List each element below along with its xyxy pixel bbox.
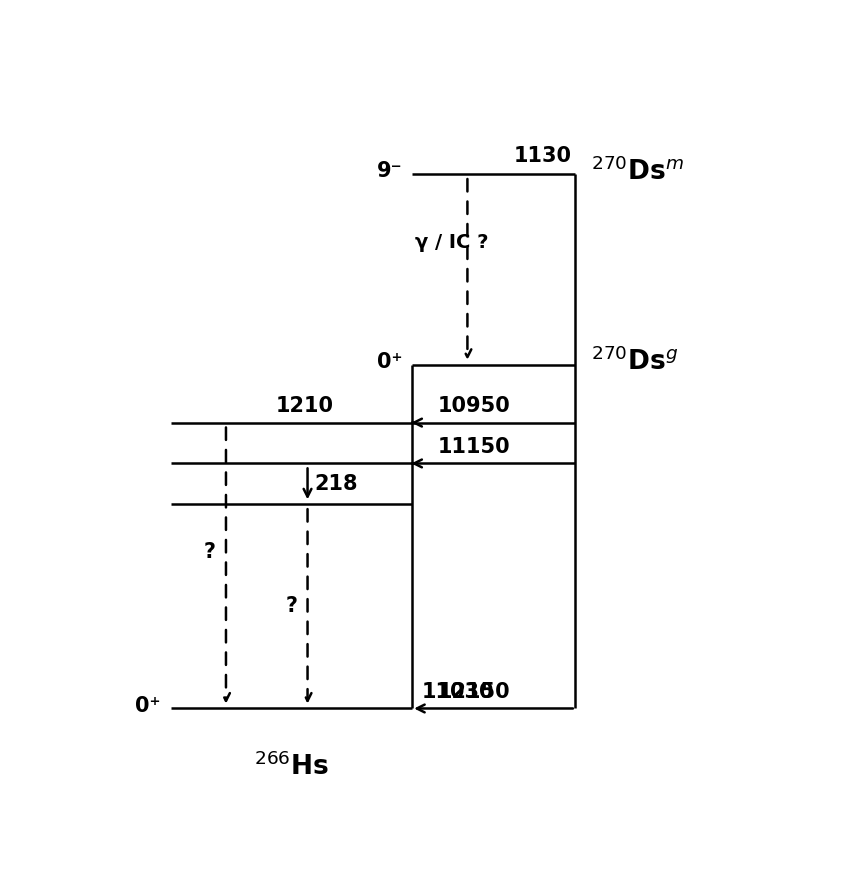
- Text: $^{270}$$\mathbf{Ds}^m$: $^{270}$$\mathbf{Ds}^m$: [591, 157, 685, 186]
- Text: γ / IC ?: γ / IC ?: [415, 232, 488, 252]
- Text: 11150: 11150: [438, 437, 511, 457]
- Text: ?: ?: [285, 597, 297, 616]
- Text: 12150: 12150: [438, 682, 511, 702]
- Text: 1210: 1210: [275, 396, 333, 415]
- Text: 0⁺: 0⁺: [136, 696, 161, 716]
- Text: 218: 218: [314, 474, 358, 494]
- Text: ?: ?: [204, 542, 216, 562]
- Text: $^{270}$$\mathbf{Ds}^g$: $^{270}$$\mathbf{Ds}^g$: [591, 347, 679, 377]
- Text: 0⁺: 0⁺: [376, 352, 402, 372]
- Text: 9⁻: 9⁻: [376, 162, 402, 181]
- Text: 11030: 11030: [422, 682, 494, 702]
- Text: 1130: 1130: [514, 146, 572, 166]
- Text: 10950: 10950: [438, 396, 511, 415]
- Text: $^{266}$$\mathbf{Hs}$: $^{266}$$\mathbf{Hs}$: [253, 752, 328, 781]
